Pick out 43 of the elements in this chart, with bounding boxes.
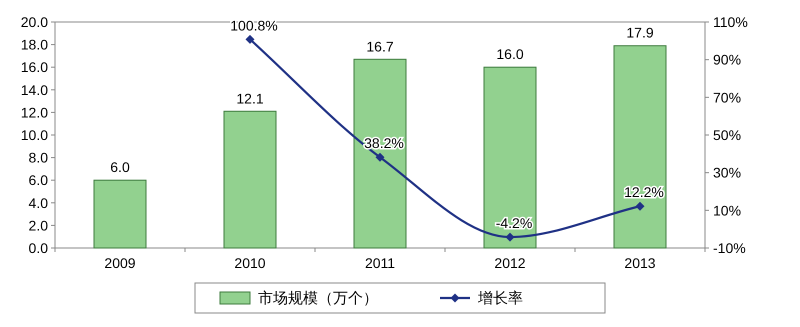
y-tick-label: 10.0 [20, 127, 48, 143]
data-label: 12.1 [236, 90, 264, 106]
y2-tick-label: -10% [713, 240, 746, 256]
y-tick-label: 14.0 [20, 82, 48, 98]
bar [614, 45, 666, 248]
data-label: 16.7 [366, 38, 394, 54]
y2-tick-label: 50% [713, 127, 742, 143]
y-tick-label: 6.0 [28, 172, 48, 188]
y-tick-label: 20.0 [20, 14, 48, 30]
x-tick-label: 2012 [494, 255, 526, 271]
x-tick-label: 2010 [234, 255, 266, 271]
y-tick-label: 0.0 [28, 240, 48, 256]
point [246, 34, 254, 44]
y2-tick-label: 10% [713, 202, 742, 218]
x-tick-label: 2009 [104, 255, 136, 271]
x-tick-label: 2013 [624, 255, 656, 271]
point [636, 202, 644, 211]
point [376, 152, 384, 162]
y-tick-label: 16.0 [20, 59, 48, 76]
bar [224, 110, 276, 248]
y2-tick-label: 70% [713, 89, 742, 106]
legend-label: 增长率 [477, 290, 523, 307]
data-label: 12.2% [624, 184, 664, 200]
y-tick-label: 8.0 [28, 150, 48, 166]
legend-label: 市场规模（万个） [258, 290, 378, 307]
data-label: 16.0 [496, 46, 524, 62]
bar [484, 66, 536, 248]
y2-tick-label: 110% [713, 14, 748, 30]
data-label: -4.2% [496, 215, 532, 232]
point [506, 232, 514, 242]
bar [94, 180, 146, 248]
y-tick-label: 12.0 [20, 104, 48, 120]
y-tick-label: 18.0 [20, 36, 48, 53]
y2-tick-label: 90% [713, 52, 742, 68]
data-label: 100.8% [230, 17, 278, 34]
data-label: 6.0 [110, 159, 130, 176]
bar [354, 58, 406, 248]
data-label: 38.2% [364, 135, 404, 152]
y-tick-label: 2.0 [28, 217, 48, 234]
x-tick-label: 2011 [364, 255, 396, 271]
data-label: 17.9 [626, 24, 654, 41]
y2-tick-label: 30% [713, 164, 742, 181]
y-tick-label: 4.0 [28, 194, 48, 211]
